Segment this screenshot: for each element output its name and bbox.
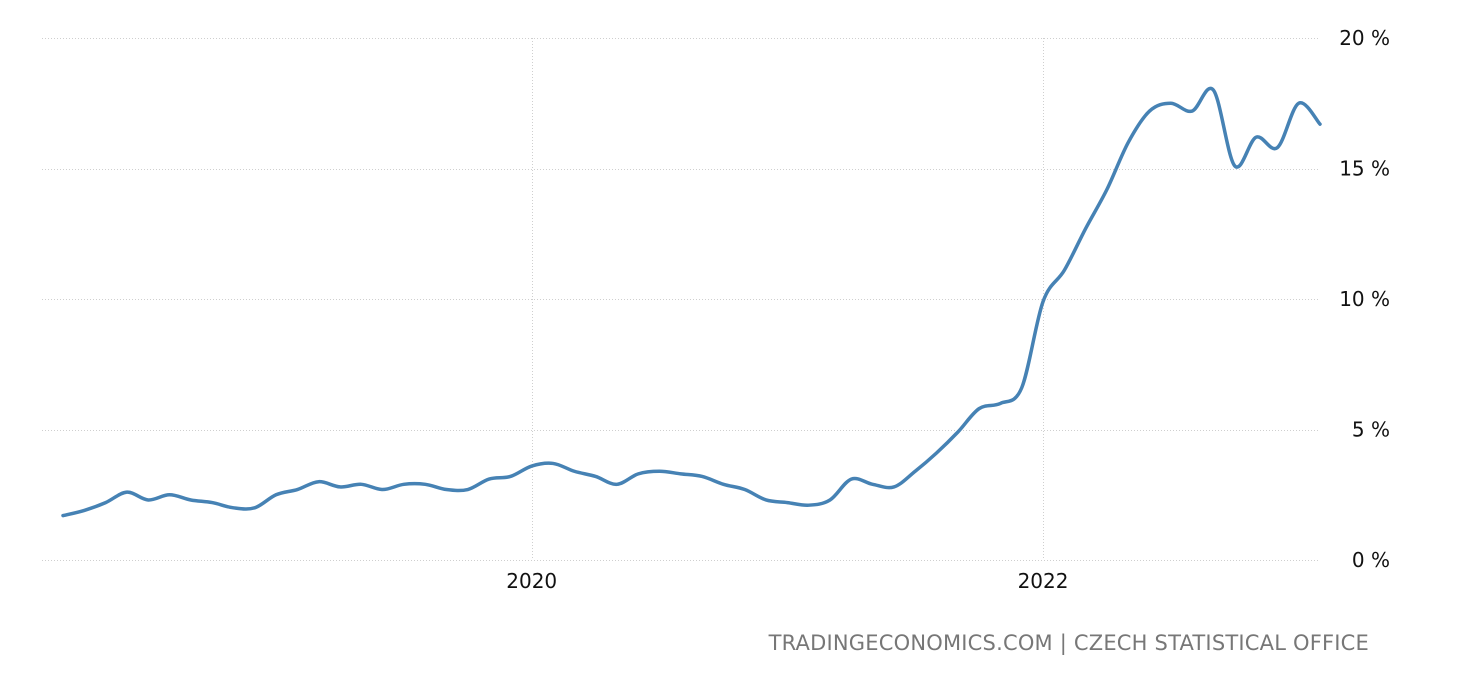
y-tick-label: 10 % (1339, 287, 1390, 311)
source-credit: TRADINGECONOMICS.COM | CZECH STATISTICAL… (768, 631, 1369, 656)
y-tick-label: 5 % (1352, 418, 1390, 442)
x-tick-label: 2020 (506, 569, 557, 593)
horizontal-gridlines (42, 38, 1320, 561)
y-axis-tick-labels: 0 % 5 % 10 % 15 % 20 % (1339, 26, 1390, 572)
x-axis-tick-labels: 2020 2022 (506, 569, 1068, 593)
y-tick-label: 15 % (1339, 157, 1390, 181)
y-tick-label: 0 % (1352, 548, 1390, 572)
series-layer (61, 86, 1322, 518)
series-line-0 (61, 86, 1322, 518)
x-tick-label: 2022 (1018, 569, 1069, 593)
y-tick-label: 20 % (1339, 26, 1390, 50)
